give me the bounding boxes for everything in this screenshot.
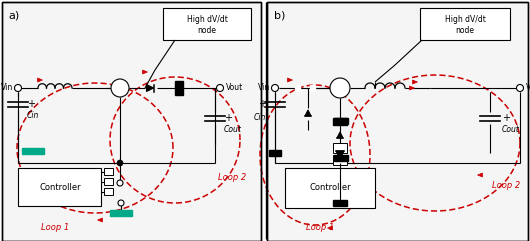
Text: +: + bbox=[224, 113, 232, 123]
Text: Loop 2: Loop 2 bbox=[492, 181, 520, 189]
Text: High dV/dt
node: High dV/dt node bbox=[445, 15, 485, 35]
Bar bbox=[334, 155, 348, 161]
Text: Loop 1: Loop 1 bbox=[306, 223, 334, 233]
Text: b): b) bbox=[274, 10, 285, 20]
Polygon shape bbox=[336, 151, 344, 159]
Text: Vin: Vin bbox=[1, 83, 13, 93]
Circle shape bbox=[111, 79, 129, 97]
Polygon shape bbox=[412, 80, 418, 84]
Text: Loop 1: Loop 1 bbox=[41, 223, 69, 233]
Circle shape bbox=[517, 85, 524, 92]
Bar bbox=[269, 150, 281, 156]
Bar bbox=[333, 118, 347, 125]
Text: Loop 2: Loop 2 bbox=[218, 174, 246, 182]
Polygon shape bbox=[478, 173, 482, 177]
Bar bbox=[267, 2, 528, 241]
Bar bbox=[104, 188, 113, 195]
Bar bbox=[18, 168, 101, 206]
Polygon shape bbox=[98, 218, 102, 222]
Polygon shape bbox=[143, 70, 147, 74]
Bar bbox=[2, 2, 261, 241]
Text: Controller: Controller bbox=[309, 183, 351, 193]
Polygon shape bbox=[146, 85, 154, 92]
Text: High dV/dt
node: High dV/dt node bbox=[187, 15, 227, 35]
Circle shape bbox=[216, 85, 224, 92]
Bar bbox=[104, 168, 113, 175]
Polygon shape bbox=[337, 132, 343, 138]
Bar bbox=[334, 118, 348, 124]
Bar bbox=[22, 148, 44, 154]
Circle shape bbox=[330, 78, 350, 98]
Circle shape bbox=[117, 180, 123, 186]
Bar bbox=[2, 2, 261, 241]
Polygon shape bbox=[38, 78, 42, 82]
Bar bbox=[285, 168, 375, 208]
Text: Cin: Cin bbox=[254, 114, 266, 122]
Circle shape bbox=[271, 85, 278, 92]
Text: +: + bbox=[27, 99, 35, 109]
Bar bbox=[295, 85, 300, 91]
Bar bbox=[295, 85, 300, 91]
Bar bbox=[333, 155, 347, 165]
Text: Vin: Vin bbox=[258, 83, 270, 93]
Text: Cout: Cout bbox=[502, 126, 520, 134]
Bar bbox=[110, 210, 132, 216]
Bar bbox=[310, 85, 315, 91]
Text: Vout: Vout bbox=[526, 83, 530, 93]
Text: a): a) bbox=[8, 10, 19, 20]
Bar bbox=[104, 178, 113, 185]
Bar bbox=[333, 200, 347, 206]
Bar bbox=[333, 143, 347, 153]
Text: +: + bbox=[258, 99, 266, 109]
Text: Controller: Controller bbox=[39, 183, 81, 193]
Circle shape bbox=[117, 160, 123, 166]
Bar bbox=[420, 8, 510, 40]
Circle shape bbox=[118, 200, 124, 206]
Circle shape bbox=[14, 85, 22, 92]
Polygon shape bbox=[410, 86, 414, 90]
Text: +: + bbox=[502, 113, 510, 123]
Text: Cin: Cin bbox=[27, 111, 39, 120]
Bar bbox=[310, 85, 315, 91]
Bar bbox=[163, 8, 251, 40]
Text: Cout: Cout bbox=[224, 126, 242, 134]
Polygon shape bbox=[328, 226, 332, 230]
Text: Vout: Vout bbox=[226, 83, 243, 93]
Polygon shape bbox=[305, 110, 311, 116]
Bar bbox=[267, 2, 528, 241]
Bar bbox=[175, 81, 183, 95]
Polygon shape bbox=[287, 78, 293, 82]
